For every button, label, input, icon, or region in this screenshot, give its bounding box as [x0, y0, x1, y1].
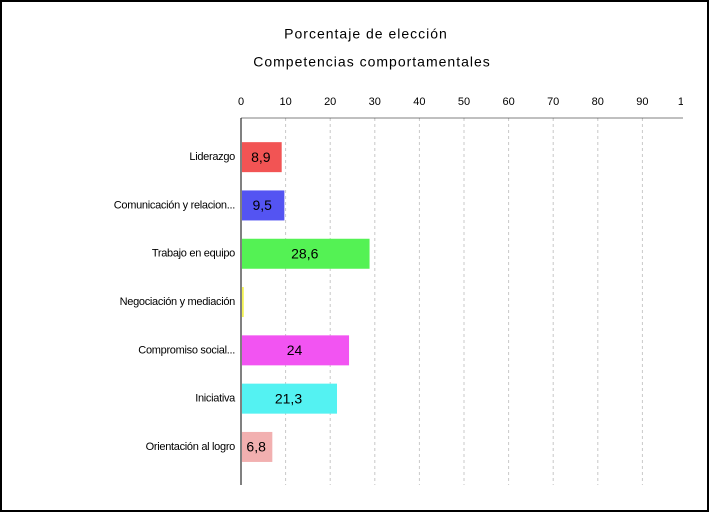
bar — [242, 142, 282, 173]
x-tick-label: 100 — [678, 96, 696, 108]
y-tick-label: Liderazgo — [189, 151, 235, 163]
bar — [242, 383, 337, 414]
x-tick-label: 50 — [458, 96, 470, 108]
y-tick-label: Iniciativa — [195, 393, 236, 405]
x-tick-label: 70 — [547, 96, 559, 108]
bar — [242, 190, 285, 221]
value-label: 8,9 — [251, 149, 271, 165]
value-label: 21,3 — [275, 390, 302, 406]
y-tick-label: Compromiso social... — [138, 344, 235, 356]
x-tick-label: 60 — [502, 96, 514, 108]
value-label: 6,8 — [246, 439, 266, 455]
x-tick-label: 30 — [369, 96, 381, 108]
y-tick-label: Comunicación y relacion... — [114, 199, 235, 211]
bar — [242, 238, 370, 269]
chart-title: Porcentaje de elección — [284, 26, 448, 42]
x-tick-label: 90 — [636, 96, 648, 108]
y-tick-label: Orientación al logro — [146, 441, 236, 453]
x-tick-label: 20 — [324, 96, 336, 108]
x-tick-label: 40 — [413, 96, 425, 108]
value-label: 24 — [287, 342, 303, 358]
value-label: 28,6 — [291, 245, 318, 261]
bar — [242, 287, 244, 318]
bar — [242, 431, 273, 462]
x-tick-label: 10 — [279, 96, 291, 108]
plot: 0 10 20 30 40 50 60 70 80 90 100 Liderazgo 8,9 Comuni… — [114, 96, 696, 485]
x-tick-label: 80 — [592, 96, 604, 108]
x-tick-label: 0 — [238, 96, 244, 108]
y-tick-label: Trabajo en equipo — [152, 248, 235, 260]
chart-subtitle: Competencias comportamentales — [253, 54, 491, 70]
value-label: 9,5 — [252, 197, 272, 213]
y-tick-label: Negociación y mediación — [120, 296, 236, 308]
bar — [242, 335, 350, 366]
